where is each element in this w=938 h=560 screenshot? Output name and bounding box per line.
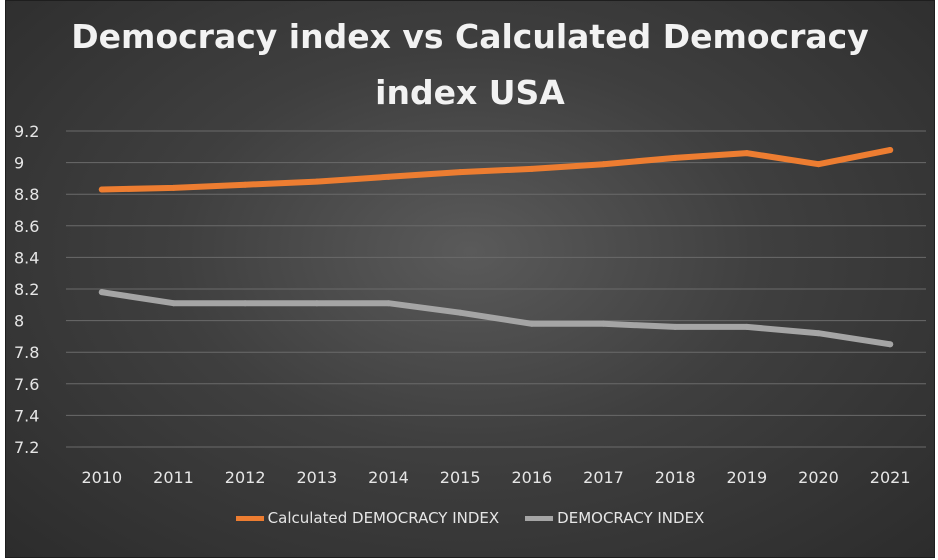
data-point (313, 300, 320, 307)
x-tick-label: 2018 (655, 468, 696, 487)
x-tick-label: 2010 (81, 468, 122, 487)
y-tick-label: 9 (14, 154, 24, 173)
data-point (457, 309, 464, 316)
data-point (242, 300, 249, 307)
legend-item-calculated: Calculated DEMOCRACY INDEX (235, 509, 500, 527)
line-chart: 9.2 9 8.8 8.6 8.4 8.2 8 7.8 7.6 7.4 7.2 2010 2011 201… (14, 122, 926, 487)
y-tick-label: 8.2 (14, 280, 39, 299)
x-tick-label: 2014 (368, 468, 409, 487)
data-point (815, 330, 822, 337)
x-tick-label: 2015 (440, 468, 481, 487)
data-point (743, 323, 750, 330)
chart-title-line-1: Democracy index vs Calculated Democracy (71, 17, 869, 56)
data-point (385, 300, 392, 307)
chart-legend: Calculated DEMOCRACY INDEX DEMOCRACY IND… (6, 509, 934, 527)
y-tick-label: 7.8 (14, 343, 39, 362)
x-tick-label: 2017 (583, 468, 624, 487)
data-point (98, 289, 105, 296)
data-point (528, 320, 535, 327)
y-tick-label: 8.8 (14, 185, 39, 204)
data-point (815, 161, 822, 168)
legend-swatch-democracy (525, 515, 554, 521)
chart-frame: Democracy index vs Calculated Democracy … (5, 0, 935, 558)
y-tick-label: 7.6 (14, 375, 39, 394)
series-line-democracy (98, 289, 894, 348)
data-point (170, 300, 177, 307)
data-point (887, 341, 894, 348)
data-point (170, 184, 177, 191)
legend-item-democracy: DEMOCRACY INDEX (525, 509, 704, 527)
data-point (600, 320, 607, 327)
x-tick-label: 2011 (153, 468, 194, 487)
chart-title: Democracy index vs Calculated Democracy … (6, 9, 934, 121)
data-point (457, 169, 464, 176)
legend-swatch-calculated (235, 515, 264, 521)
data-point (313, 178, 320, 185)
data-point (672, 154, 679, 161)
x-tick-label: 2016 (511, 468, 552, 487)
x-tick-label: 2012 (225, 468, 266, 487)
y-tick-label: 7.2 (14, 438, 39, 457)
data-point (242, 181, 249, 188)
y-tick-label: 7.4 (14, 406, 39, 425)
y-tick-label: 8.4 (14, 248, 39, 267)
data-point (528, 165, 535, 172)
legend-label-calculated: Calculated DEMOCRACY INDEX (267, 509, 500, 527)
y-tick-label: 8 (14, 312, 24, 331)
x-tick-label: 2013 (296, 468, 337, 487)
data-point (600, 161, 607, 168)
y-tick-label: 9.2 (14, 122, 39, 141)
series-line-calculated (98, 147, 894, 193)
data-point (672, 323, 679, 330)
x-tick-label: 2020 (798, 468, 839, 487)
data-point (887, 146, 894, 153)
x-tick-label: 2021 (870, 468, 911, 487)
legend-label-democracy: DEMOCRACY INDEX (557, 509, 705, 527)
x-tick-label: 2019 (726, 468, 767, 487)
data-point (98, 186, 105, 193)
y-tick-label: 8.6 (14, 217, 39, 236)
data-point (743, 150, 750, 157)
chart-title-line-2: index USA (375, 73, 565, 112)
data-point (385, 173, 392, 180)
